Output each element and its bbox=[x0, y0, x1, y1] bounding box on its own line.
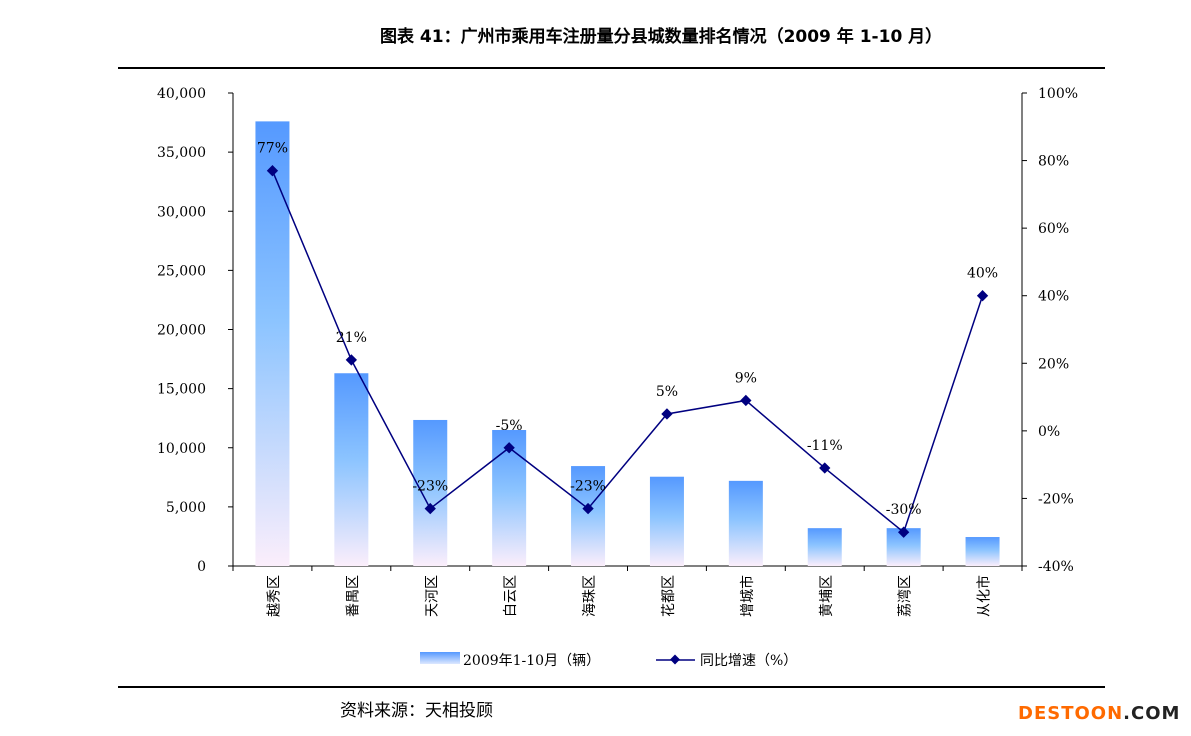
left-tick-label: 20,000 bbox=[157, 323, 206, 339]
bar-越秀区 bbox=[255, 121, 290, 566]
growth-point bbox=[582, 502, 594, 515]
growth-point bbox=[819, 462, 831, 474]
data-label: 21% bbox=[336, 330, 367, 346]
bar-番禺区 bbox=[334, 373, 369, 566]
growth-point bbox=[503, 442, 515, 454]
data-label: 9% bbox=[735, 370, 757, 386]
right-tick-label: 40% bbox=[1038, 289, 1069, 305]
category-label: 天河区 bbox=[424, 575, 440, 617]
source-note: 资料来源：天相投顾 bbox=[340, 701, 493, 721]
left-tick-label: 5,000 bbox=[166, 500, 206, 516]
right-tick-label: 0% bbox=[1038, 424, 1060, 440]
left-tick-label: 0 bbox=[197, 559, 206, 575]
right-tick-label: 100% bbox=[1038, 86, 1078, 102]
data-label: -11% bbox=[807, 438, 843, 454]
category-label: 荔湾区 bbox=[897, 575, 914, 617]
growth-line bbox=[271, 170, 984, 534]
left-tick-label: 30,000 bbox=[157, 204, 206, 220]
logo-part1: DESTOON bbox=[1018, 703, 1124, 724]
bar-黄埔区 bbox=[807, 528, 842, 566]
left-tick-label: 10,000 bbox=[157, 441, 206, 457]
bar-海珠区 bbox=[571, 466, 606, 566]
growth-point bbox=[976, 290, 989, 302]
category-label: 白云区 bbox=[503, 575, 519, 617]
legend-bar-label: 2009年1-10月（辆） bbox=[463, 653, 600, 669]
right-tick-label: 80% bbox=[1038, 154, 1069, 170]
legend-bar-swatch bbox=[420, 652, 460, 664]
bar-增城市 bbox=[728, 480, 763, 566]
top-rule bbox=[118, 67, 1105, 69]
growth-point bbox=[424, 502, 436, 515]
left-tick-label: 40,000 bbox=[157, 86, 206, 102]
growth-point bbox=[740, 394, 752, 407]
growth-point bbox=[661, 408, 673, 420]
data-label: -23% bbox=[570, 479, 606, 495]
data-label: 77% bbox=[257, 141, 288, 157]
category-label: 越秀区 bbox=[266, 575, 282, 617]
right-tick-label: -40% bbox=[1038, 559, 1074, 575]
watermark-logo: DESTOON.COM bbox=[1018, 703, 1180, 724]
growth-point bbox=[266, 165, 279, 177]
data-label: -30% bbox=[886, 502, 922, 518]
logo-part2: .COM bbox=[1123, 703, 1181, 724]
right-tick-label: -20% bbox=[1038, 491, 1074, 507]
data-label: 5% bbox=[656, 384, 678, 400]
category-label: 番禺区 bbox=[345, 575, 361, 617]
left-tick-label: 25,000 bbox=[157, 263, 206, 279]
growth-point bbox=[897, 526, 910, 538]
legend-line-label: 同比增速（%） bbox=[700, 653, 797, 669]
category-label: 海珠区 bbox=[582, 575, 598, 617]
right-tick-label: 20% bbox=[1038, 356, 1069, 372]
data-label: 40% bbox=[967, 266, 998, 282]
growth-point bbox=[345, 354, 358, 366]
category-label: 增城市 bbox=[739, 575, 756, 617]
bar-花都区 bbox=[649, 476, 684, 566]
left-tick-label: 15,000 bbox=[157, 382, 206, 398]
right-tick-label: 60% bbox=[1038, 221, 1069, 237]
category-label: 黄埔区 bbox=[818, 575, 835, 617]
bottom-rule bbox=[118, 686, 1105, 688]
data-label: -5% bbox=[496, 418, 523, 434]
bar-从化市 bbox=[965, 537, 1000, 566]
left-tick-label: 35,000 bbox=[157, 145, 206, 161]
chart-title: 图表 41：广州市乘用车注册量分县城数量排名情况（2009 年 1-10 月） bbox=[380, 27, 943, 47]
bar-天河区 bbox=[413, 419, 448, 566]
category-label: 从化市 bbox=[976, 575, 993, 617]
data-label: -23% bbox=[412, 479, 448, 495]
legend-diamond-icon bbox=[670, 654, 680, 665]
category-label: 花都区 bbox=[661, 575, 677, 617]
